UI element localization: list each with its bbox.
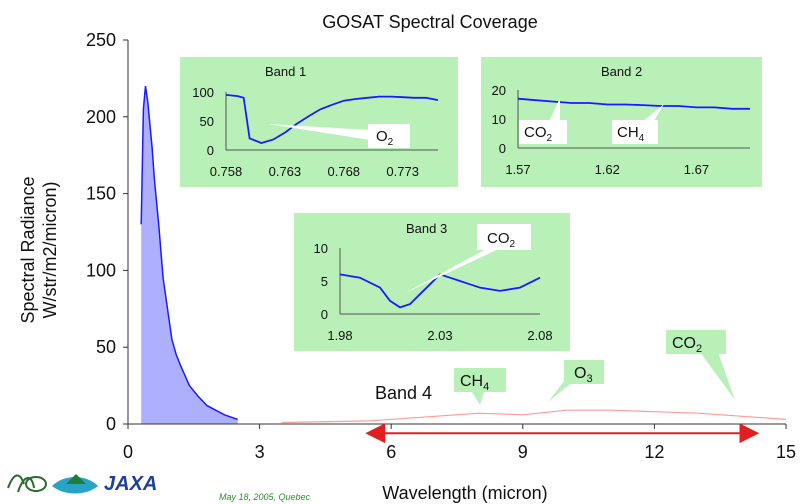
inset-band3-plot: 0 5 10 1.98 2.03 2.08 xyxy=(314,241,553,343)
y-tick-label: 0 xyxy=(106,414,116,434)
main-series xyxy=(140,85,787,424)
x-axis-title: Wavelength (micron) xyxy=(382,483,547,503)
inset-band2-x-tick-label: 1.67 xyxy=(684,162,709,177)
inset-band2-y-tick-label: 0 xyxy=(499,141,506,156)
inset-band3-y-tick-label: 10 xyxy=(314,241,328,256)
inset-band2-callout-ch4-pointer xyxy=(640,104,664,124)
inset-band1-callout-label: O2 xyxy=(376,128,394,148)
footer: JAXA May 18, 2005, Quebec xyxy=(7,473,311,502)
y-tick-label: 50 xyxy=(96,337,116,357)
inset-band1-callout-pointer xyxy=(268,124,370,140)
inset-band2-spectrum xyxy=(517,97,750,110)
inset-band2: Band 2 0 10 20 1.57 1.62 1.67 CO2 CH4 xyxy=(481,57,762,187)
inset-band3-title: Band 3 xyxy=(406,221,447,236)
inset-band1-y-tick-label: 100 xyxy=(192,85,214,100)
y-tick-label: 250 xyxy=(86,30,116,50)
chart-title: GOSAT Spectral Coverage xyxy=(322,12,537,32)
inset-band3-y-tick-label: 5 xyxy=(321,274,328,289)
inset-band2-plot: 0 10 20 1.57 1.62 1.67 xyxy=(492,83,750,177)
jaxa-logo: JAXA xyxy=(104,473,157,495)
inset-band1-y-tick-label: 50 xyxy=(200,114,214,129)
band4-annotations: Band 4 CH4 O3 CO2 xyxy=(365,330,760,444)
series-thermal xyxy=(281,409,787,424)
callout-o3-box xyxy=(564,360,604,384)
y-tick-label: 150 xyxy=(86,184,116,204)
inset-band2-callout-ch4-label: CH4 xyxy=(617,124,645,144)
series-visible-fill xyxy=(141,86,238,424)
jaxa-logo-text: JAXA xyxy=(104,473,157,495)
inset-band3-x-tick-label: 2.08 xyxy=(527,328,552,343)
callout-o3: O3 xyxy=(548,360,604,402)
x-tick-label: 15 xyxy=(776,442,796,462)
inset-band1: Band 1 0 50 100 0.758 0.763 0.768 0.773 O2 xyxy=(180,57,458,187)
y-tick-label: 100 xyxy=(86,260,116,280)
inset-band3-y-tick-label: 0 xyxy=(321,307,328,322)
x-tick-label: 3 xyxy=(255,442,265,462)
x-tick-label: 6 xyxy=(386,442,396,462)
series-visible xyxy=(140,85,238,421)
inset-band2-callout-co2-pointer xyxy=(548,98,560,124)
y-axis-title: Spectral Radiance W/str/m2/micron) xyxy=(18,176,60,323)
y-tick-label: 200 xyxy=(86,107,116,127)
inset-band2-x-tick-label: 1.62 xyxy=(595,162,620,177)
callout-ch4-box xyxy=(454,368,506,392)
inset-band3-x-tick-label: 1.98 xyxy=(327,328,352,343)
callout-o3-label: O3 xyxy=(574,365,593,385)
inset-band3-callout: CO2 xyxy=(405,224,531,293)
inset-band2-callout-co2: CO2 xyxy=(519,98,567,144)
inset-band2-y-tick-label: 20 xyxy=(492,83,506,98)
footer-caption: May 18, 2005, Quebec xyxy=(219,492,311,502)
inset-band3-callout-pointer xyxy=(405,246,505,293)
y-axis-title-line2: W/str/m2/micron) xyxy=(40,182,60,319)
inset-band2-title: Band 2 xyxy=(601,64,642,79)
inset-band1-x-tick-label: 0.758 xyxy=(210,164,243,179)
inset-band2-callout-co2-label: CO2 xyxy=(524,124,553,144)
inset-band1-plot: 0 50 100 0.758 0.763 0.768 0.773 xyxy=(192,85,439,179)
inset-band1-y-tick-label: 0 xyxy=(207,143,214,158)
callout-co2-band4-box xyxy=(666,330,726,354)
inset-band1-callout: O2 xyxy=(268,124,410,148)
callout-ch4-pointer xyxy=(470,389,485,405)
band4-label: Band 4 xyxy=(375,383,432,403)
inset-band1-spectrum xyxy=(225,94,439,144)
callout-ch4: CH4 xyxy=(454,368,506,405)
x-tick-label: 9 xyxy=(518,442,528,462)
callout-co2-band4-pointer xyxy=(700,352,735,400)
callout-co2-band4: CO2 xyxy=(666,330,735,400)
inset-band2-y-tick-label: 10 xyxy=(492,112,506,127)
inset-band2-callout-ch4: CH4 xyxy=(612,104,664,144)
inset-band1-x-tick-label: 0.763 xyxy=(269,164,302,179)
y-axis-title-line1: Spectral Radiance xyxy=(18,176,38,323)
x-tick-label: 12 xyxy=(644,442,664,462)
callout-co2-band4-label: CO2 xyxy=(672,335,702,355)
inset-band1-x-tick-label: 0.768 xyxy=(328,164,361,179)
inset-band3-callout-label: CO2 xyxy=(487,230,516,250)
inset-band1-callout-box xyxy=(368,124,410,148)
inset-band1-title: Band 1 xyxy=(265,64,306,79)
inset-band3-x-tick-label: 2.03 xyxy=(427,328,452,343)
callout-ch4-label: CH4 xyxy=(460,373,489,393)
callout-o3-pointer xyxy=(548,380,575,402)
inset-band2-callout-co2-box xyxy=(519,120,567,144)
inset-band3-callout-box xyxy=(477,224,531,250)
inset-band2-x-tick-label: 1.57 xyxy=(505,162,530,177)
nies-logo xyxy=(7,474,47,493)
inset-band3-spectrum xyxy=(339,273,541,309)
x-tick-label: 0 xyxy=(123,442,133,462)
inset-band1-x-tick-label: 0.773 xyxy=(386,164,419,179)
inset-band2-callout-ch4-box xyxy=(612,120,658,144)
gosat-logo xyxy=(52,474,98,494)
inset-band3: Band 3 0 5 10 1.98 2.03 2.08 CO2 xyxy=(294,213,570,351)
